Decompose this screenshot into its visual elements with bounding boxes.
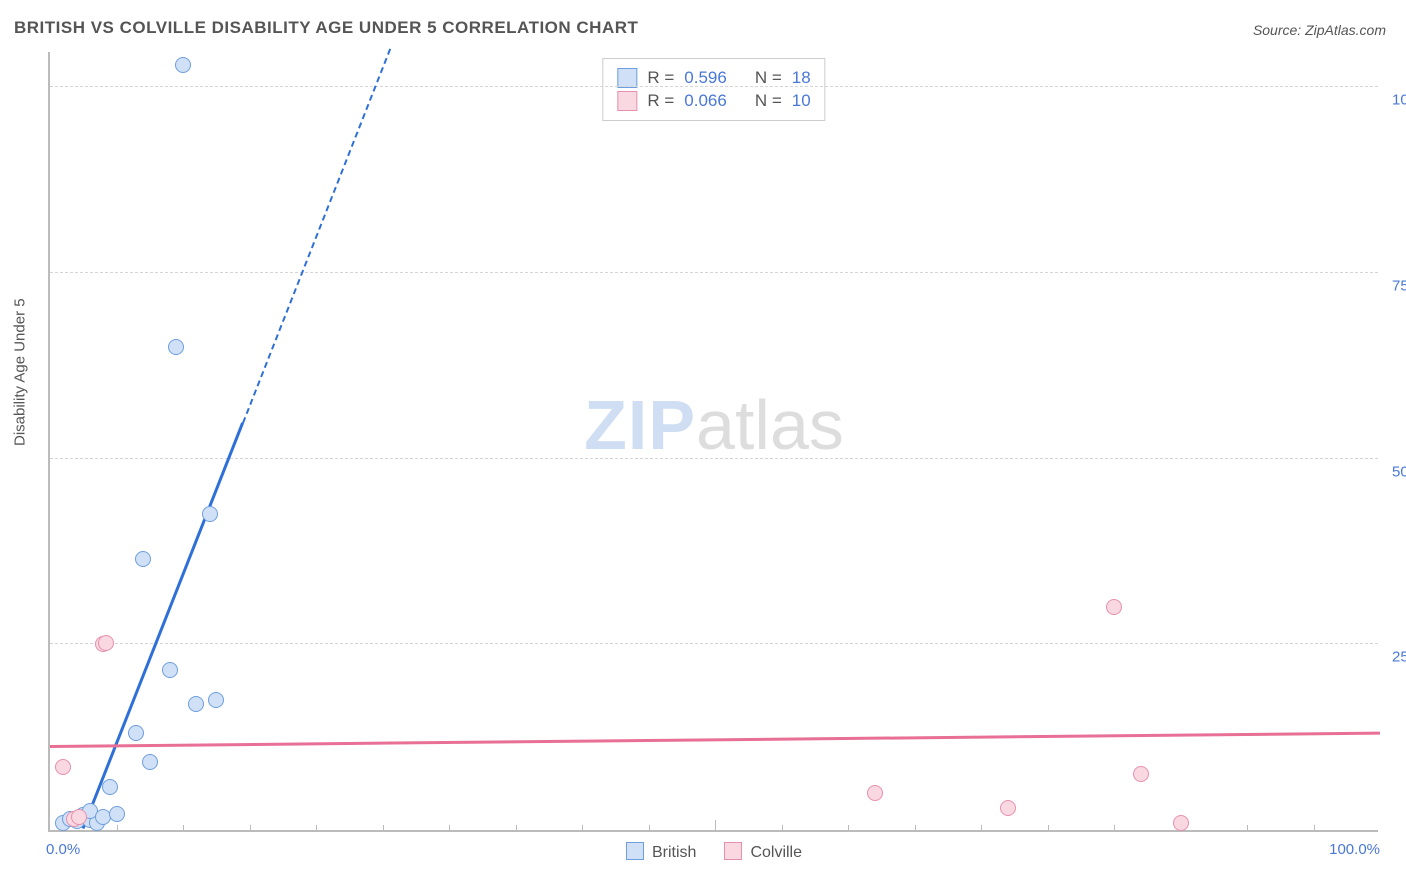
- x-tick: [449, 825, 450, 832]
- gridline: [50, 272, 1378, 273]
- legend-n-value: 18: [792, 68, 811, 88]
- watermark: ZIPatlas: [584, 385, 844, 465]
- gridline: [50, 86, 1378, 87]
- gridline: [50, 458, 1378, 459]
- data-point: [202, 506, 218, 522]
- y-tick-label: 25.0%: [1382, 649, 1406, 666]
- data-point: [162, 662, 178, 678]
- x-tick: [1114, 825, 1115, 832]
- x-tick: [1247, 825, 1248, 832]
- data-point: [208, 692, 224, 708]
- data-point: [135, 551, 151, 567]
- x-tick: [183, 825, 184, 832]
- source-attribution: Source: ZipAtlas.com: [1253, 22, 1386, 38]
- data-point: [1106, 599, 1122, 615]
- source-label: Source:: [1253, 22, 1301, 38]
- chart-title: BRITISH VS COLVILLE DISABILITY AGE UNDER…: [14, 18, 638, 38]
- x-tick: [516, 825, 517, 832]
- legend-n-label: N =: [755, 91, 782, 111]
- data-point: [188, 696, 204, 712]
- legend-r-value: 0.596: [684, 68, 727, 88]
- watermark-right: atlas: [696, 386, 844, 464]
- x-tick: [1048, 825, 1049, 832]
- data-point: [1133, 766, 1149, 782]
- data-point: [109, 806, 125, 822]
- legend-swatch: [617, 68, 637, 88]
- x-tick: [848, 825, 849, 832]
- plot-area: ZIPatlas R =0.596N =18R =0.066N =10 Brit…: [48, 52, 1378, 832]
- data-point: [55, 759, 71, 775]
- legend-r-label: R =: [647, 68, 674, 88]
- watermark-left: ZIP: [584, 386, 696, 464]
- x-tick: [582, 825, 583, 832]
- data-point: [128, 725, 144, 741]
- legend-item: British: [626, 842, 696, 862]
- legend-swatch: [626, 842, 644, 860]
- legend-n-value: 10: [792, 91, 811, 111]
- data-point: [175, 57, 191, 73]
- x-tick-label: 0.0%: [46, 841, 80, 858]
- legend-stats-row: R = 0.066 N = 10: [617, 91, 810, 111]
- y-tick-label: 50.0%: [1382, 463, 1406, 480]
- legend-series: British Colville: [626, 842, 802, 862]
- x-tick: [715, 820, 716, 832]
- x-tick: [117, 825, 118, 832]
- legend-swatch: [724, 842, 742, 860]
- x-tick: [1314, 825, 1315, 832]
- legend-stats: R = 0.596 N = 18 R = 0.066 N = 10: [602, 58, 825, 121]
- data-point: [1000, 800, 1016, 816]
- x-tick-label: 100.0%: [1329, 841, 1380, 858]
- legend-swatch: [617, 91, 637, 111]
- source-value: ZipAtlas.com: [1305, 22, 1386, 38]
- legend-r-label: R =: [647, 91, 674, 111]
- legend-label: British: [652, 844, 696, 861]
- trend-line: [82, 422, 244, 829]
- data-point: [867, 785, 883, 801]
- legend-stats-row: R = 0.596 N = 18: [617, 68, 810, 88]
- x-tick: [782, 825, 783, 832]
- data-point: [142, 754, 158, 770]
- data-point: [1173, 815, 1189, 831]
- y-tick-label: 100.0%: [1382, 92, 1406, 109]
- y-axis-title: Disability Age Under 5: [12, 298, 29, 446]
- x-tick: [316, 825, 317, 832]
- gridline: [50, 643, 1378, 644]
- x-tick: [383, 825, 384, 832]
- x-tick: [915, 825, 916, 832]
- trend-line: [242, 49, 391, 424]
- legend-r-value: 0.066: [684, 91, 727, 111]
- data-point: [98, 635, 114, 651]
- data-point: [102, 779, 118, 795]
- data-point: [71, 809, 87, 825]
- x-tick: [250, 825, 251, 832]
- x-tick: [649, 825, 650, 832]
- data-point: [168, 339, 184, 355]
- x-tick: [981, 825, 982, 832]
- trend-line: [50, 732, 1380, 748]
- legend-label: Colville: [750, 844, 802, 861]
- legend-n-label: N =: [755, 68, 782, 88]
- legend-item: Colville: [724, 842, 802, 862]
- y-tick-label: 75.0%: [1382, 277, 1406, 294]
